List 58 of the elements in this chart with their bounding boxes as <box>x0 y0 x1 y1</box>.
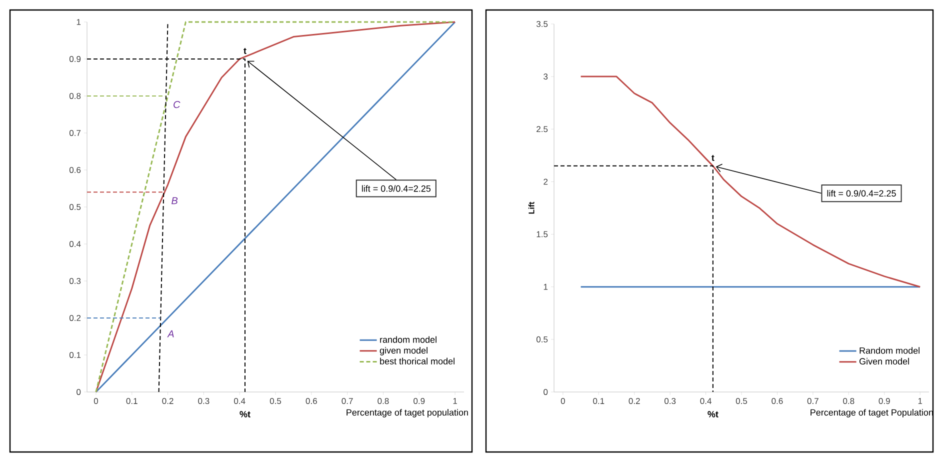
y-axis-title: Lift <box>528 202 534 214</box>
y-tick-label: 0 <box>544 388 548 395</box>
legend-label: given model <box>380 347 428 356</box>
x-tick-label: 0.1 <box>593 398 604 404</box>
x-tick-label: 0.7 <box>807 398 818 404</box>
x-tick-label: 0.5 <box>270 398 282 404</box>
x-tick-label: 0.3 <box>664 398 676 404</box>
y-tick-label: 1 <box>544 284 548 290</box>
x-tick-label: 0.2 <box>628 398 640 404</box>
x-tick-label: 1 <box>918 398 922 404</box>
annotation: lift = 0.9/0.4=2.25 <box>827 190 896 197</box>
x-tick-label: 0.9 <box>878 398 890 404</box>
y-tick-label: 0.3 <box>69 278 81 284</box>
legend-label: random model <box>380 336 436 343</box>
x-tick-label: 0.2 <box>162 398 174 404</box>
y-tick-label: 0.5 <box>69 204 81 210</box>
x-axis-title: Percentage of taget Population <box>810 409 933 418</box>
y-tick-label: 3 <box>544 74 548 80</box>
x-tick-label: 0.1 <box>126 398 138 404</box>
y-tick-label: 0.7 <box>69 130 81 136</box>
y-tick-label: 2 <box>544 178 548 185</box>
x-tick-label: 0.7 <box>342 398 353 404</box>
legend-label: Random model <box>860 347 920 354</box>
x-tick-label: 0 <box>94 398 98 404</box>
x-tick-label: 0.8 <box>843 398 854 404</box>
y-tick-label: 1 <box>76 19 81 25</box>
y-tick-label: 3.5 <box>536 20 548 27</box>
y-tick-label: 0 <box>76 388 81 395</box>
y-tick-label: 0.5 <box>536 336 548 342</box>
x-tick-label: 0.6 <box>772 398 783 404</box>
y-tick-label: 0.4 <box>69 240 81 247</box>
x-tick-label: 0.4 <box>700 398 712 404</box>
y-tick-label: 0.6 <box>69 166 81 173</box>
annotation: B <box>172 197 178 204</box>
annotation: t <box>244 48 246 54</box>
annotation: lift = 0.9/0.4=2.25 <box>362 185 431 192</box>
annotation: C <box>174 101 180 108</box>
x-tick-label: 0.9 <box>414 398 425 404</box>
annotation: %t <box>240 411 250 418</box>
x-axis-title: Percentage of taget population <box>346 409 468 418</box>
annotation: t <box>712 154 714 161</box>
x-tick-label: 0.4 <box>234 398 246 404</box>
y-tick-label: 2.5 <box>536 126 548 132</box>
x-tick-label: 0.5 <box>736 398 748 404</box>
x-tick-label: 1 <box>453 398 457 404</box>
annotation: %t <box>708 411 718 418</box>
x-tick-label: 0.3 <box>198 398 210 404</box>
x-tick-label: 0.8 <box>378 398 389 404</box>
legend-label: best thorical model <box>380 358 454 364</box>
legend-label: Given model <box>860 358 909 365</box>
y-tick-label: 1.5 <box>536 231 548 238</box>
y-tick-label: 0.1 <box>69 352 81 358</box>
y-tick-label: 0.2 <box>69 314 81 321</box>
y-tick-label: 0.8 <box>69 92 81 99</box>
x-tick-label: 0 <box>560 398 565 404</box>
annotation: A <box>167 330 174 338</box>
x-tick-label: 0.6 <box>306 398 317 404</box>
y-tick-label: 0.9 <box>69 56 81 62</box>
